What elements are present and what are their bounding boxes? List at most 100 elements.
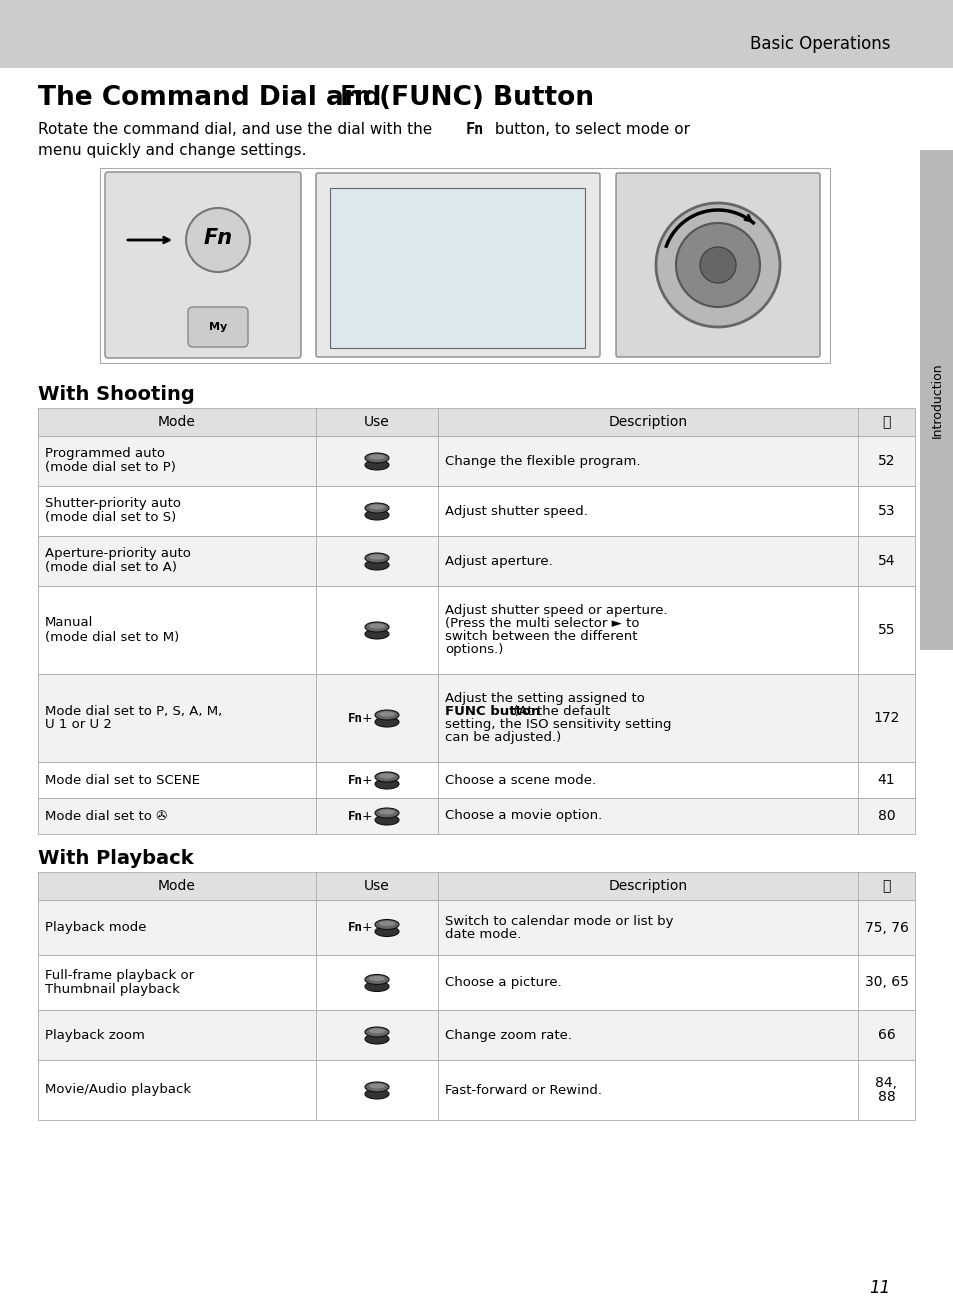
- Ellipse shape: [369, 976, 385, 982]
- Text: 80: 80: [877, 809, 894, 823]
- Text: +: +: [361, 774, 372, 787]
- Text: Mode dial set to ✇: Mode dial set to ✇: [45, 809, 167, 823]
- Ellipse shape: [369, 624, 385, 628]
- Text: 172: 172: [872, 711, 899, 725]
- Ellipse shape: [378, 809, 395, 815]
- Text: Adjust shutter speed.: Adjust shutter speed.: [444, 505, 587, 518]
- Text: 11: 11: [868, 1279, 890, 1297]
- Text: can be adjusted.): can be adjusted.): [444, 731, 560, 744]
- Ellipse shape: [369, 505, 385, 510]
- Bar: [38, 872, 914, 900]
- Text: With Shooting: With Shooting: [38, 385, 194, 403]
- Text: . (At the default: . (At the default: [505, 706, 610, 717]
- Text: Fn: Fn: [347, 774, 362, 787]
- Text: Choose a scene mode.: Choose a scene mode.: [444, 774, 596, 787]
- Ellipse shape: [375, 808, 398, 819]
- Text: Fn: Fn: [347, 809, 362, 823]
- Bar: [38, 798, 914, 834]
- Text: (mode dial set to M): (mode dial set to M): [45, 631, 179, 644]
- Bar: [0, 0, 953, 68]
- Text: Fn: Fn: [339, 85, 372, 110]
- Ellipse shape: [375, 920, 398, 929]
- Text: (mode dial set to A): (mode dial set to A): [45, 561, 177, 574]
- Ellipse shape: [365, 629, 389, 639]
- Text: Fn: Fn: [465, 122, 484, 138]
- Text: options.): options.): [444, 643, 503, 656]
- Text: Adjust aperture.: Adjust aperture.: [444, 555, 552, 568]
- Text: Shutter-priority auto: Shutter-priority auto: [45, 498, 181, 511]
- Text: 84,: 84,: [875, 1076, 897, 1091]
- Text: Change the flexible program.: Change the flexible program.: [444, 455, 639, 468]
- Text: (FUNC) Button: (FUNC) Button: [370, 85, 594, 110]
- Ellipse shape: [375, 926, 398, 937]
- Text: 54: 54: [877, 555, 894, 568]
- Text: menu quickly and change settings.: menu quickly and change settings.: [38, 142, 306, 158]
- Circle shape: [186, 208, 250, 272]
- Text: 30, 65: 30, 65: [863, 975, 907, 989]
- Ellipse shape: [375, 717, 398, 727]
- Text: Mode: Mode: [158, 415, 195, 428]
- Bar: [38, 955, 914, 1010]
- Bar: [100, 168, 829, 363]
- Text: 66: 66: [877, 1028, 895, 1042]
- Ellipse shape: [365, 553, 389, 562]
- Text: Ⓜ: Ⓜ: [882, 879, 890, 894]
- Bar: [38, 1060, 914, 1120]
- Ellipse shape: [375, 773, 398, 782]
- Text: Use: Use: [364, 415, 390, 428]
- Ellipse shape: [365, 503, 389, 512]
- Circle shape: [700, 247, 735, 283]
- Ellipse shape: [365, 510, 389, 520]
- Text: button, to select mode or: button, to select mode or: [490, 122, 689, 138]
- Ellipse shape: [378, 711, 395, 716]
- Text: +: +: [361, 921, 372, 934]
- Text: Adjust the setting assigned to: Adjust the setting assigned to: [444, 692, 644, 706]
- Ellipse shape: [375, 815, 398, 825]
- Ellipse shape: [365, 1081, 389, 1092]
- Text: Playback zoom: Playback zoom: [45, 1029, 145, 1042]
- Text: (mode dial set to P): (mode dial set to P): [45, 461, 175, 474]
- Bar: [38, 900, 914, 955]
- Bar: [38, 762, 914, 798]
- Text: Fast-forward or Rewind.: Fast-forward or Rewind.: [444, 1084, 601, 1096]
- Ellipse shape: [375, 710, 398, 720]
- Bar: [38, 1010, 914, 1060]
- Text: Mode: Mode: [158, 879, 195, 894]
- Text: 55: 55: [877, 623, 894, 637]
- Text: 88: 88: [877, 1091, 895, 1104]
- Bar: [38, 674, 914, 762]
- FancyBboxPatch shape: [315, 173, 599, 357]
- Ellipse shape: [365, 982, 389, 992]
- Text: U 1 or U 2: U 1 or U 2: [45, 719, 112, 732]
- Text: +: +: [361, 711, 372, 724]
- Ellipse shape: [365, 1034, 389, 1045]
- Text: Fn: Fn: [347, 921, 362, 934]
- Ellipse shape: [365, 460, 389, 470]
- Text: Choose a movie option.: Choose a movie option.: [444, 809, 601, 823]
- Text: Basic Operations: Basic Operations: [749, 35, 889, 53]
- Ellipse shape: [365, 622, 389, 632]
- Text: Introduction: Introduction: [929, 363, 943, 438]
- Text: Movie/Audio playback: Movie/Audio playback: [45, 1084, 191, 1096]
- Text: Manual: Manual: [45, 616, 93, 629]
- Bar: [919, 150, 953, 650]
- Ellipse shape: [365, 1028, 389, 1037]
- Text: Fn: Fn: [347, 711, 362, 724]
- Text: (Press the multi selector ► to: (Press the multi selector ► to: [444, 618, 639, 629]
- Text: Mode dial set to P, S, A, M,: Mode dial set to P, S, A, M,: [45, 704, 222, 717]
- Bar: [38, 536, 914, 586]
- Text: Change zoom rate.: Change zoom rate.: [444, 1029, 572, 1042]
- Text: The Command Dial and: The Command Dial and: [38, 85, 390, 110]
- Circle shape: [656, 202, 780, 327]
- Text: Adjust shutter speed or aperture.: Adjust shutter speed or aperture.: [444, 604, 667, 618]
- Bar: [38, 436, 914, 486]
- Text: (mode dial set to S): (mode dial set to S): [45, 511, 176, 524]
- Text: switch between the different: switch between the different: [444, 629, 637, 643]
- Ellipse shape: [369, 1084, 385, 1088]
- Text: Mode dial set to SCENE: Mode dial set to SCENE: [45, 774, 200, 787]
- Text: Rotate the command dial, and use the dial with the: Rotate the command dial, and use the dia…: [38, 122, 436, 138]
- Ellipse shape: [375, 779, 398, 788]
- Ellipse shape: [378, 921, 395, 926]
- Ellipse shape: [369, 555, 385, 560]
- Text: Ⓜ: Ⓜ: [882, 415, 890, 428]
